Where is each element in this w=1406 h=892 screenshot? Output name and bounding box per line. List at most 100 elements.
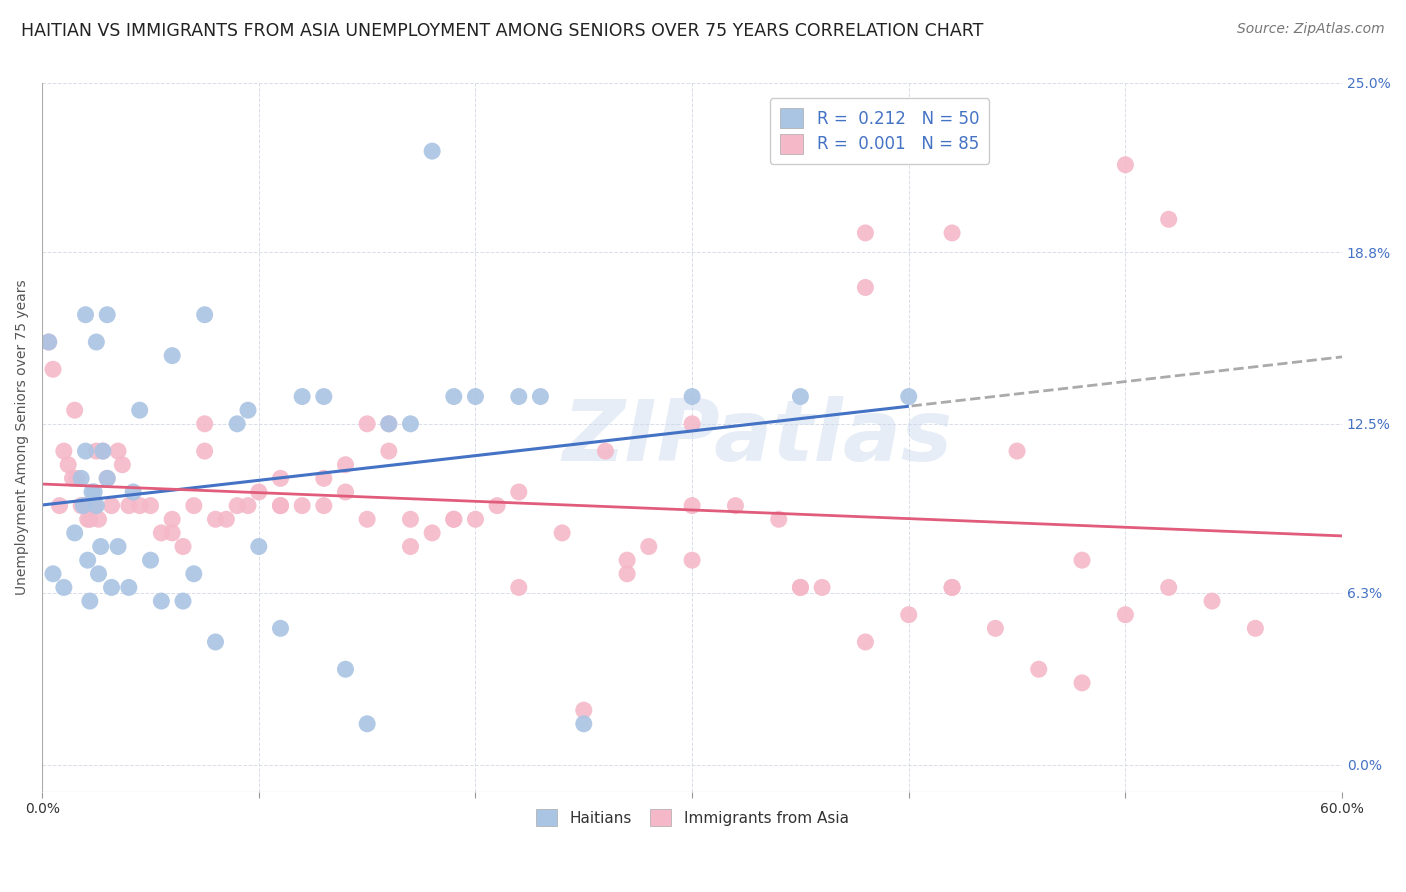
Text: ZIPatlas: ZIPatlas xyxy=(562,396,952,479)
Point xyxy=(76,553,98,567)
Point xyxy=(75,308,97,322)
Point xyxy=(855,280,877,294)
Point xyxy=(789,390,811,404)
Point xyxy=(529,390,551,404)
Point xyxy=(48,499,70,513)
Point xyxy=(595,444,617,458)
Point xyxy=(572,716,595,731)
Point xyxy=(63,403,86,417)
Point xyxy=(183,566,205,581)
Point xyxy=(681,553,703,567)
Point xyxy=(236,499,259,513)
Point xyxy=(42,362,65,376)
Point xyxy=(204,635,226,649)
Point xyxy=(1005,444,1028,458)
Point xyxy=(1157,212,1180,227)
Point xyxy=(508,390,530,404)
Point xyxy=(87,512,110,526)
Point xyxy=(335,485,357,500)
Point xyxy=(107,540,129,554)
Point xyxy=(855,226,877,240)
Point xyxy=(941,581,963,595)
Point xyxy=(681,390,703,404)
Point xyxy=(941,581,963,595)
Point xyxy=(38,334,60,349)
Point xyxy=(551,525,574,540)
Point xyxy=(90,540,112,554)
Point xyxy=(1114,607,1136,622)
Point xyxy=(75,444,97,458)
Point xyxy=(66,471,89,485)
Point xyxy=(1071,676,1094,690)
Point xyxy=(226,499,249,513)
Point xyxy=(62,471,84,485)
Point xyxy=(464,512,486,526)
Point xyxy=(443,512,465,526)
Point xyxy=(1157,581,1180,595)
Point xyxy=(183,499,205,513)
Point xyxy=(572,703,595,717)
Point xyxy=(172,594,194,608)
Point xyxy=(76,512,98,526)
Point xyxy=(118,581,141,595)
Point xyxy=(83,499,105,513)
Point xyxy=(897,607,920,622)
Point xyxy=(269,499,291,513)
Point xyxy=(356,417,378,431)
Point xyxy=(100,499,122,513)
Point xyxy=(194,308,217,322)
Point xyxy=(96,471,118,485)
Point xyxy=(399,417,422,431)
Point xyxy=(941,226,963,240)
Point xyxy=(811,581,834,595)
Point xyxy=(111,458,134,472)
Point xyxy=(291,390,314,404)
Point xyxy=(356,512,378,526)
Point xyxy=(70,471,93,485)
Y-axis label: Unemployment Among Seniors over 75 years: Unemployment Among Seniors over 75 years xyxy=(15,279,30,595)
Text: Source: ZipAtlas.com: Source: ZipAtlas.com xyxy=(1237,22,1385,37)
Point xyxy=(508,485,530,500)
Point xyxy=(464,390,486,404)
Point xyxy=(269,499,291,513)
Point xyxy=(52,444,75,458)
Point xyxy=(855,635,877,649)
Point xyxy=(194,417,217,431)
Point xyxy=(399,540,422,554)
Text: HAITIAN VS IMMIGRANTS FROM ASIA UNEMPLOYMENT AMONG SENIORS OVER 75 YEARS CORRELA: HAITIAN VS IMMIGRANTS FROM ASIA UNEMPLOY… xyxy=(21,22,983,40)
Point xyxy=(56,458,79,472)
Point xyxy=(215,512,238,526)
Point xyxy=(86,499,108,513)
Point xyxy=(107,444,129,458)
Point xyxy=(768,512,790,526)
Point xyxy=(1244,621,1267,635)
Point xyxy=(86,334,108,349)
Point xyxy=(139,499,162,513)
Point xyxy=(247,540,270,554)
Point xyxy=(312,471,335,485)
Point xyxy=(420,525,443,540)
Point xyxy=(150,594,173,608)
Point xyxy=(139,553,162,567)
Point xyxy=(100,581,122,595)
Point xyxy=(616,566,638,581)
Point xyxy=(122,485,145,500)
Point xyxy=(118,499,141,513)
Point xyxy=(226,417,249,431)
Point xyxy=(194,444,217,458)
Point xyxy=(356,716,378,731)
Point xyxy=(236,403,259,417)
Point xyxy=(312,390,335,404)
Point xyxy=(269,621,291,635)
Point xyxy=(1028,662,1050,676)
Point xyxy=(984,621,1007,635)
Point xyxy=(79,512,101,526)
Point xyxy=(335,662,357,676)
Point xyxy=(312,499,335,513)
Point xyxy=(724,499,747,513)
Point xyxy=(91,444,114,458)
Point xyxy=(96,308,118,322)
Point xyxy=(897,390,920,404)
Point xyxy=(637,540,659,554)
Point xyxy=(378,417,401,431)
